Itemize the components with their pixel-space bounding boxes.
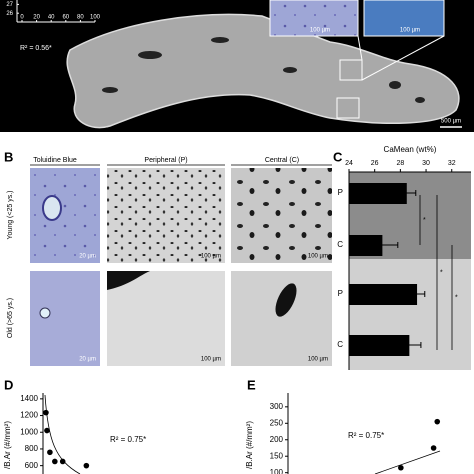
scale-bar-label: 20 µm — [79, 254, 96, 260]
micrograph — [231, 168, 332, 263]
bone-pores — [102, 37, 425, 103]
column-header: Central (C) — [265, 157, 299, 164]
panel-label: D — [4, 377, 13, 392]
x-tick-label: 32 — [448, 160, 456, 167]
micrograph — [30, 168, 100, 263]
micrograph — [107, 271, 225, 366]
point — [47, 449, 53, 456]
fit-line — [44, 394, 81, 474]
x-tick-label: 26 — [371, 160, 379, 167]
inset-box — [339, 59, 363, 81]
category-label: C — [337, 240, 343, 249]
x-tick-label: 20 — [33, 15, 40, 21]
x-tick-label: 60 — [62, 15, 69, 21]
y-tick-label: 800 — [25, 444, 39, 453]
scale-bar-label: 100 µm — [308, 254, 328, 260]
point — [434, 418, 441, 425]
point — [59, 458, 66, 465]
significance-mark: * — [440, 269, 443, 276]
x-tick-label: 24 — [345, 160, 353, 167]
inset-connector — [361, 35, 445, 81]
y-axis-label: /B.Ar (#/mm²) — [245, 421, 254, 469]
micrograph-edge — [107, 271, 150, 290]
x-tick-label: 80 — [77, 15, 84, 21]
bar — [349, 235, 383, 256]
y-tick-label: 300 — [270, 402, 284, 411]
x-tick-label: 28 — [396, 160, 404, 167]
scale-bar-label: 100 µm — [310, 28, 330, 34]
x-tick-label: 100 — [90, 15, 101, 21]
panel-label: C — [333, 149, 343, 164]
column-header: Peripheral (P) — [144, 157, 187, 164]
annotation: R² = 0.75* — [110, 435, 146, 444]
scale-bar-label: 100 µm — [308, 357, 328, 363]
category-label: C — [337, 340, 343, 349]
scale-bar-label: 100 µm — [201, 254, 221, 260]
chart-title: CaMean (wt%) — [384, 145, 437, 154]
y-tick-label: 100 — [270, 468, 284, 474]
point — [398, 464, 404, 471]
micrograph — [107, 168, 225, 263]
y-tick-label: 1400 — [20, 394, 38, 403]
y-tick-label: 27 — [6, 2, 13, 8]
annotation: R² = 0.75* — [348, 431, 384, 440]
osteon — [42, 195, 62, 221]
category-label: P — [338, 188, 343, 197]
x-tick-label: 0 — [20, 15, 24, 21]
inset-box — [336, 97, 360, 119]
fit-line — [374, 450, 441, 474]
inset-image — [363, 0, 445, 37]
micrograph — [30, 271, 100, 366]
bar — [349, 335, 410, 356]
point — [83, 462, 90, 469]
row-label: Old (>65 ys.) — [7, 298, 14, 338]
scale-bar-label: 100 µm — [201, 357, 221, 363]
annotation: R² = 0.56* — [20, 45, 52, 52]
scale-bar-label: 20 µm — [79, 357, 96, 363]
panel-label: E — [247, 377, 256, 392]
point — [44, 427, 50, 434]
inset-image — [269, 0, 359, 37]
point — [43, 409, 49, 416]
scale-bar-label: 500 µm — [441, 119, 461, 125]
significance-mark: * — [455, 294, 458, 301]
y-tick-label: 150 — [270, 451, 284, 460]
column-header: Toluidine Blue — [33, 157, 77, 164]
point — [430, 445, 437, 451]
category-label: P — [338, 289, 343, 298]
bar — [349, 284, 418, 305]
x-tick-label: 30 — [422, 160, 430, 167]
y-tick-label: 1200 — [20, 411, 38, 420]
y-tick-label: 200 — [270, 435, 284, 444]
y-tick-label: 1000 — [20, 427, 38, 436]
scale-bar-label: 100 µm — [400, 28, 420, 34]
significance-mark: * — [423, 217, 426, 224]
y-axis-label: /B.Ar (#/mm²) — [3, 421, 12, 469]
y-tick-label: 600 — [25, 461, 39, 470]
pore — [275, 283, 297, 317]
row-label: Young (<25 ys.) — [7, 191, 14, 240]
y-tick-label: 250 — [270, 418, 284, 427]
bar — [349, 183, 407, 204]
panel-label: B — [4, 149, 13, 164]
osteon — [39, 307, 51, 319]
micrograph — [231, 271, 332, 366]
inset-connector — [357, 35, 363, 61]
y-tick-label: 26 — [6, 11, 13, 17]
x-tick-label: 40 — [48, 15, 55, 21]
point — [52, 458, 58, 465]
